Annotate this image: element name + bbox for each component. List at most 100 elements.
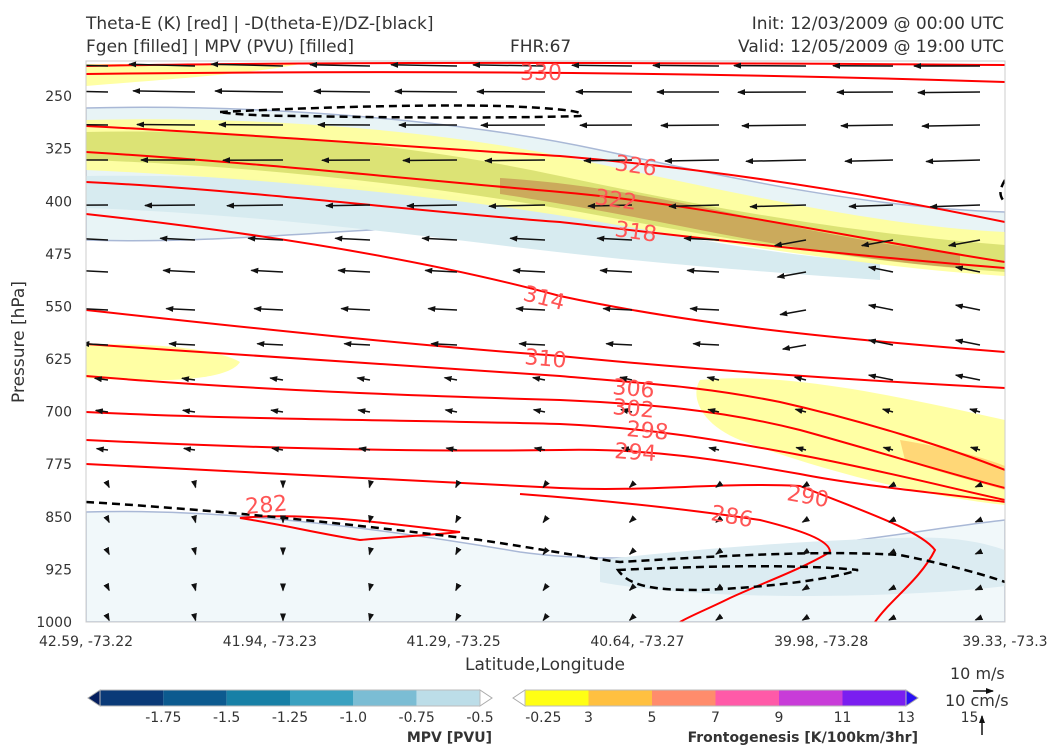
colorbar-swatch (100, 690, 164, 706)
wind-vector (741, 122, 807, 129)
wind-vector (94, 408, 109, 415)
wind-vector (689, 305, 720, 312)
colorbar-swatch (652, 690, 716, 706)
wind-vector (706, 375, 720, 382)
wind-vectors (86, 61, 984, 622)
wind-vector (801, 515, 811, 523)
x-tick-label: 41.94, -73.23 (223, 634, 317, 650)
wind-vector (356, 376, 371, 383)
wind-vector (168, 341, 196, 348)
colorbar-outline (524, 689, 907, 707)
wind-vector (660, 122, 720, 129)
wind-vector (443, 376, 458, 382)
wind-vector (103, 479, 110, 489)
wind-vector (512, 267, 546, 274)
wind-vector (542, 583, 550, 592)
wind-vector (190, 479, 197, 489)
y-tick-label: 550 (45, 299, 72, 315)
wind-vector (974, 516, 984, 523)
wind-vector (368, 612, 375, 622)
wind-vector (947, 239, 981, 248)
colorbar-swatch (715, 690, 779, 706)
contour-label-314: 314 (521, 282, 568, 316)
wind-vector (801, 583, 811, 591)
theta-e-contour-310 (86, 309, 1005, 389)
wind-vector (214, 88, 284, 95)
wind-vector (929, 203, 981, 210)
wind-vector (86, 64, 109, 67)
wind-reference-arrows (973, 688, 994, 735)
fgen-fill-mid-right-core (900, 440, 1005, 490)
wind-vector (628, 613, 637, 621)
y-tick-label: 775 (45, 457, 72, 473)
wind-vector (430, 341, 458, 348)
wind-vector (444, 408, 458, 415)
wind-vector (888, 516, 897, 523)
x-tick-label: 39.98, -73.28 (774, 634, 868, 650)
wind-vector (86, 238, 109, 241)
wind-vector (488, 203, 546, 210)
wind-vector (128, 61, 196, 68)
wind-vector (368, 479, 375, 489)
contour-label-282: 282 (244, 491, 288, 520)
wind-vector (95, 446, 109, 453)
wind-vector (628, 583, 637, 591)
ddz-contour-lower-closed (615, 564, 859, 592)
colorbar-extend-low (87, 689, 101, 707)
colorbar-swatch (779, 690, 843, 706)
wind-vector (313, 88, 371, 95)
wind-vector (954, 303, 981, 311)
wind-vector (602, 305, 633, 312)
theta-e-contour-282-a (239, 515, 461, 542)
colorbar-tick-label: 13 (897, 710, 915, 726)
wind-vector (357, 408, 371, 415)
wind-vector (974, 481, 984, 488)
colorbar-swatch (226, 690, 290, 706)
contour-label-330: 330 (520, 61, 562, 86)
mpv-colorbar-label: MPV [PVU] (407, 730, 492, 746)
wind-vector (455, 514, 462, 524)
wind-vector (620, 446, 633, 453)
wind-vector (652, 62, 720, 69)
contour-label-298: 298 (625, 417, 669, 446)
wind-vector (881, 408, 894, 414)
wind-vector (390, 61, 458, 68)
wind-vector (605, 341, 633, 348)
colorbar-swatch (163, 690, 227, 706)
theta-e-contour-306 (86, 343, 1005, 471)
wind-vector (867, 373, 894, 381)
theta-e-contour-290 (86, 463, 937, 622)
colorbar-extend-high (479, 689, 493, 707)
wind-vector (86, 341, 109, 348)
fgen-fill-top (86, 64, 300, 86)
wind-vector (144, 202, 196, 209)
wind-vector (954, 265, 981, 273)
wind-vector (226, 202, 284, 209)
y-tick-label: 925 (45, 562, 72, 578)
y-tick-label: 400 (45, 194, 72, 210)
wind-vector (954, 338, 981, 346)
wind-vector (256, 341, 284, 348)
wind-vector (445, 446, 458, 453)
wind-vector (749, 203, 807, 210)
wind-vector (848, 203, 894, 210)
wind-vector (181, 376, 196, 383)
colorbar-tick-label: -1.5 (213, 710, 240, 726)
wind-vector (190, 582, 197, 592)
wind-vector (427, 305, 458, 312)
colorbar-swatch (588, 690, 652, 706)
wind-vector (921, 122, 981, 129)
x-axis-ticks: 42.59, -73.22 41.94, -73.23 41.29, -73.25 4… (39, 634, 1048, 650)
contour-label-326: 326 (613, 151, 658, 182)
x-tick-label: 39.33, -73.3 (962, 634, 1047, 650)
wind-vector (368, 546, 375, 556)
wind-vector (867, 265, 894, 273)
wind-vector (917, 89, 981, 96)
wind-vector (686, 267, 720, 274)
wind-vector (103, 514, 110, 524)
title-line-2: Fgen [filled] | MPV (PVU) [filled] (86, 37, 355, 57)
colorbar-tick-label: 3 (584, 710, 593, 726)
title-line-1: Theta-E (K) [red] | -D(theta-E)/DZ-[blac… (86, 14, 434, 34)
y-tick-label: 625 (45, 352, 72, 368)
theta-e-contour-286 (519, 493, 832, 622)
